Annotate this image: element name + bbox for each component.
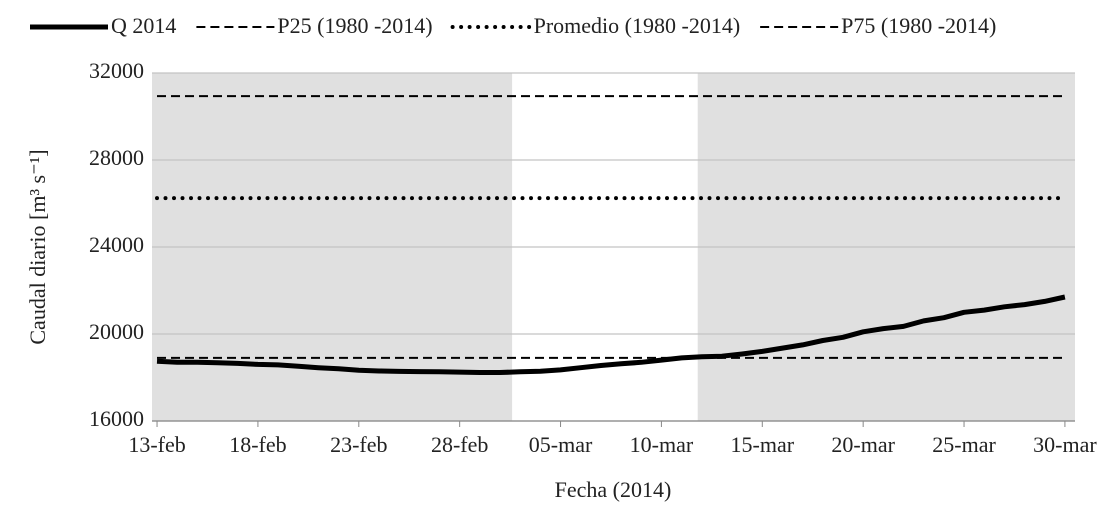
y-tick-label: 16000 (89, 406, 144, 431)
legend-label: P25 (1980 -2014) (277, 13, 432, 38)
legend-label: P75 (1980 -2014) (841, 13, 996, 38)
x-tick-label: 15-mar (731, 432, 795, 457)
x-tick-label: 13-feb (128, 432, 185, 457)
y-tick-label: 24000 (89, 232, 144, 257)
legend-label: Q 2014 (111, 13, 176, 38)
y-axis-label: Caudal diario [m³ s⁻¹] (25, 149, 50, 344)
legend-label: Promedio (1980 -2014) (534, 13, 741, 38)
series-line (156, 294, 1066, 375)
y-tick-label: 20000 (89, 319, 144, 344)
y-tick-label: 32000 (89, 58, 144, 83)
x-tick-label: 20-mar (831, 432, 895, 457)
plot-area (152, 72, 1075, 422)
x-tick-label: 25-mar (932, 432, 996, 457)
x-tick-label: 28-feb (431, 432, 488, 457)
x-axis-label: Fecha (2014) (555, 477, 672, 502)
x-tick-label: 05-mar (529, 432, 593, 457)
x-tick-label: 18-feb (229, 432, 286, 457)
x-tick-label: 23-feb (330, 432, 387, 457)
y-tick-label: 28000 (89, 145, 144, 170)
x-tick-label: 30-mar (1033, 432, 1097, 457)
x-tick-label: 10-mar (630, 432, 694, 457)
